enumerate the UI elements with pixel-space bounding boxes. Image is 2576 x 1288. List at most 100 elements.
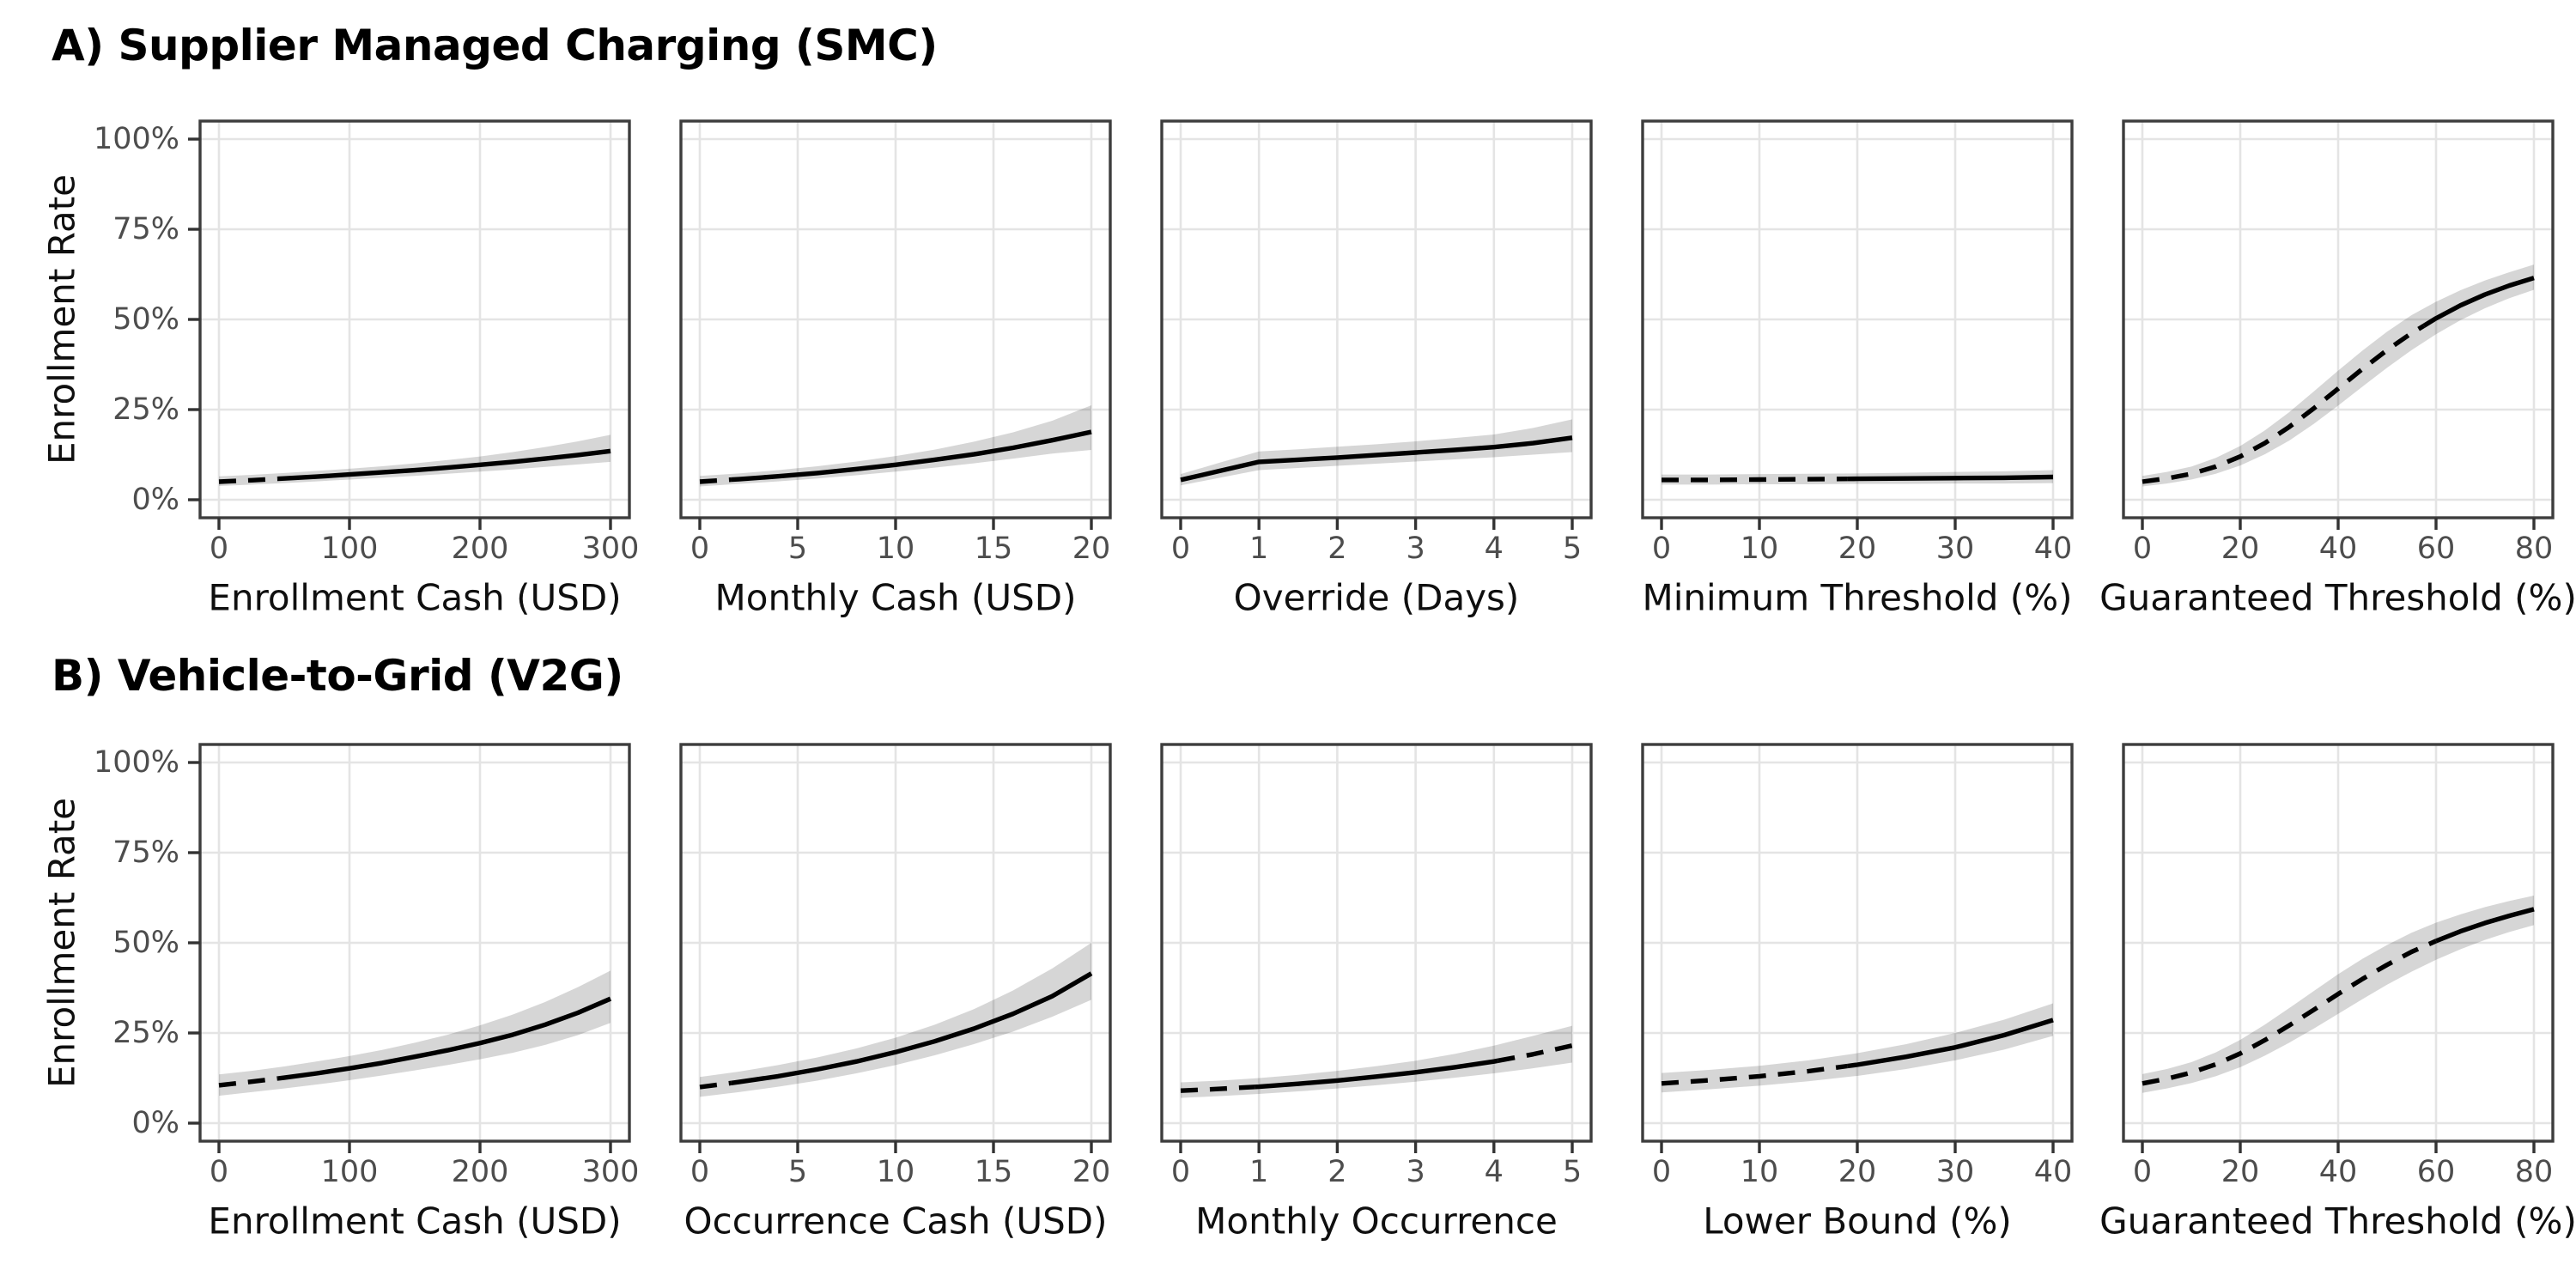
y-tick-label: 0% bbox=[131, 483, 179, 517]
x-tick-label: 300 bbox=[582, 1155, 640, 1189]
x-tick-label: 20 bbox=[2221, 1155, 2260, 1189]
x-tick-label: 40 bbox=[2319, 532, 2358, 566]
panel-smc-1: 0 5 10 15 20 Monthly Cash (USD) bbox=[679, 119, 1112, 619]
x-tick-label: 20 bbox=[1838, 1155, 1877, 1189]
estimate-line-dashed bbox=[699, 477, 732, 484]
estimate-line-solid bbox=[277, 996, 612, 1081]
y-tick-label: 50% bbox=[112, 302, 179, 337]
panel-smc-4: 0 20 40 60 80 Guaranteed Threshold (%) bbox=[2099, 119, 2576, 619]
panel-smc-2: 0 1 2 3 4 5 Override (Days) bbox=[1160, 119, 1593, 619]
panel-border bbox=[1160, 743, 1593, 1143]
x-axis-title: Lower Bound (%) bbox=[1703, 1200, 2012, 1242]
x-tick-label: 10 bbox=[877, 532, 915, 566]
y-axis-title: Enrollment Rate bbox=[41, 798, 83, 1088]
y-tick-label: 100% bbox=[94, 745, 179, 780]
x-tick-label: 100 bbox=[321, 1155, 379, 1189]
x-tick-label: 10 bbox=[1741, 532, 1779, 566]
y-tick-label: 100% bbox=[94, 122, 179, 156]
confidence-band bbox=[219, 970, 611, 1097]
x-axis-title: Guaranteed Threshold (%) bbox=[2099, 577, 2576, 619]
x-tick-label: 40 bbox=[2034, 1155, 2073, 1189]
x-tick-label: 20 bbox=[1838, 532, 1877, 566]
x-tick-label: 0 bbox=[1171, 1155, 1190, 1189]
estimate-line-dashed bbox=[2142, 939, 2438, 1086]
x-tick-label: 3 bbox=[1406, 532, 1425, 566]
x-tick-label: 0 bbox=[2133, 532, 2152, 566]
panel-v2g-0: 0 100 200 300 Enrollment Cash (USD) 0% 25% 50% 7… bbox=[94, 743, 640, 1242]
x-tick-label: 4 bbox=[1485, 1155, 1504, 1189]
y-tick-label: 75% bbox=[112, 212, 179, 246]
estimate-line-dashed bbox=[218, 1076, 278, 1088]
panel-v2g-1: 0 5 10 15 20 Occurrence Cash (USD) bbox=[679, 743, 1112, 1242]
x-tick-label: 5 bbox=[1563, 532, 1582, 566]
panel-smc-0: 0 100 200 300 Enrollment Cash (USD) 0% 25% 50% 7… bbox=[94, 119, 639, 619]
x-tick-label: 20 bbox=[1072, 1155, 1111, 1189]
confidence-band bbox=[1662, 1003, 2053, 1093]
x-tick-label: 2 bbox=[1327, 1155, 1346, 1189]
estimate-line-dashed bbox=[1661, 1063, 1848, 1086]
x-tick-label: 0 bbox=[690, 532, 709, 566]
x-tick-label: 0 bbox=[210, 532, 228, 566]
y-tick-label: 50% bbox=[112, 926, 179, 960]
estimate-line-dashed bbox=[1662, 477, 1848, 483]
panel-smc-3: 0 10 20 30 40 Minimum Threshold (%) bbox=[1641, 119, 2074, 619]
y-tick-label: 0% bbox=[131, 1106, 179, 1140]
x-tick-label: 5 bbox=[788, 532, 807, 566]
x-tick-label: 200 bbox=[452, 1155, 509, 1189]
x-tick-label: 20 bbox=[1072, 532, 1111, 566]
x-tick-label: 0 bbox=[1652, 532, 1671, 566]
x-axis-title: Minimum Threshold (%) bbox=[1642, 577, 2072, 619]
x-tick-label: 100 bbox=[321, 532, 379, 566]
x-tick-label: 0 bbox=[1171, 532, 1190, 566]
x-tick-label: 40 bbox=[2319, 1155, 2358, 1189]
x-tick-label: 4 bbox=[1485, 532, 1504, 566]
estimate-line-solid bbox=[1847, 474, 2054, 482]
estimate-line-solid bbox=[1180, 435, 1573, 483]
x-tick-label: 0 bbox=[2133, 1155, 2152, 1189]
x-tick-label: 20 bbox=[2221, 532, 2260, 566]
x-axis-title: Enrollment Cash (USD) bbox=[208, 1200, 621, 1242]
panel-v2g-3: 0 10 20 30 40 Lower Bound (%) bbox=[1641, 743, 2074, 1242]
x-tick-label: 1 bbox=[1249, 532, 1268, 566]
confidence-band bbox=[1181, 1025, 1572, 1098]
x-tick-label: 80 bbox=[2515, 1155, 2554, 1189]
estimate-line-dashed bbox=[218, 476, 278, 484]
confidence-band bbox=[219, 434, 611, 487]
panel-border bbox=[1160, 119, 1593, 519]
x-tick-label: 10 bbox=[1741, 1155, 1779, 1189]
confidence-band bbox=[1181, 419, 1572, 486]
x-tick-label: 15 bbox=[975, 1155, 1013, 1189]
x-tick-label: 200 bbox=[452, 532, 509, 566]
x-tick-label: 30 bbox=[1936, 532, 1975, 566]
y-tick-label: 25% bbox=[112, 1016, 179, 1050]
x-tick-label: 2 bbox=[1327, 532, 1346, 566]
section-title-smc: A) Supplier Managed Charging (SMC) bbox=[52, 21, 938, 70]
x-tick-label: 30 bbox=[1936, 1155, 1975, 1189]
x-axis-title: Guaranteed Threshold (%) bbox=[2099, 1200, 2576, 1242]
x-tick-label: 0 bbox=[1652, 1155, 1671, 1189]
y-axis-title: Enrollment Rate bbox=[41, 174, 83, 465]
x-tick-label: 5 bbox=[1563, 1155, 1582, 1189]
x-tick-label: 0 bbox=[690, 1155, 709, 1189]
x-axis-title: Monthly Cash (USD) bbox=[715, 577, 1077, 619]
estimate-line-dashed bbox=[1497, 1043, 1573, 1063]
y-tick-label: 25% bbox=[112, 392, 179, 427]
estimate-line-dashed bbox=[2142, 324, 2426, 484]
x-tick-label: 60 bbox=[2417, 532, 2456, 566]
estimate-line-solid bbox=[1255, 1058, 1498, 1090]
x-tick-label: 5 bbox=[788, 1155, 807, 1189]
estimate-line-solid bbox=[1847, 1018, 2054, 1069]
x-tick-label: 80 bbox=[2515, 532, 2554, 566]
estimate-line-solid bbox=[2435, 907, 2535, 944]
x-axis-title: Override (Days) bbox=[1234, 577, 1520, 619]
x-tick-label: 1 bbox=[1249, 1155, 1268, 1189]
section-title-v2g: B) Vehicle-to-Grid (V2G) bbox=[52, 651, 623, 701]
estimate-line-solid bbox=[731, 971, 1093, 1085]
estimate-line-solid bbox=[731, 429, 1092, 483]
x-axis-title: Enrollment Cash (USD) bbox=[208, 577, 621, 619]
